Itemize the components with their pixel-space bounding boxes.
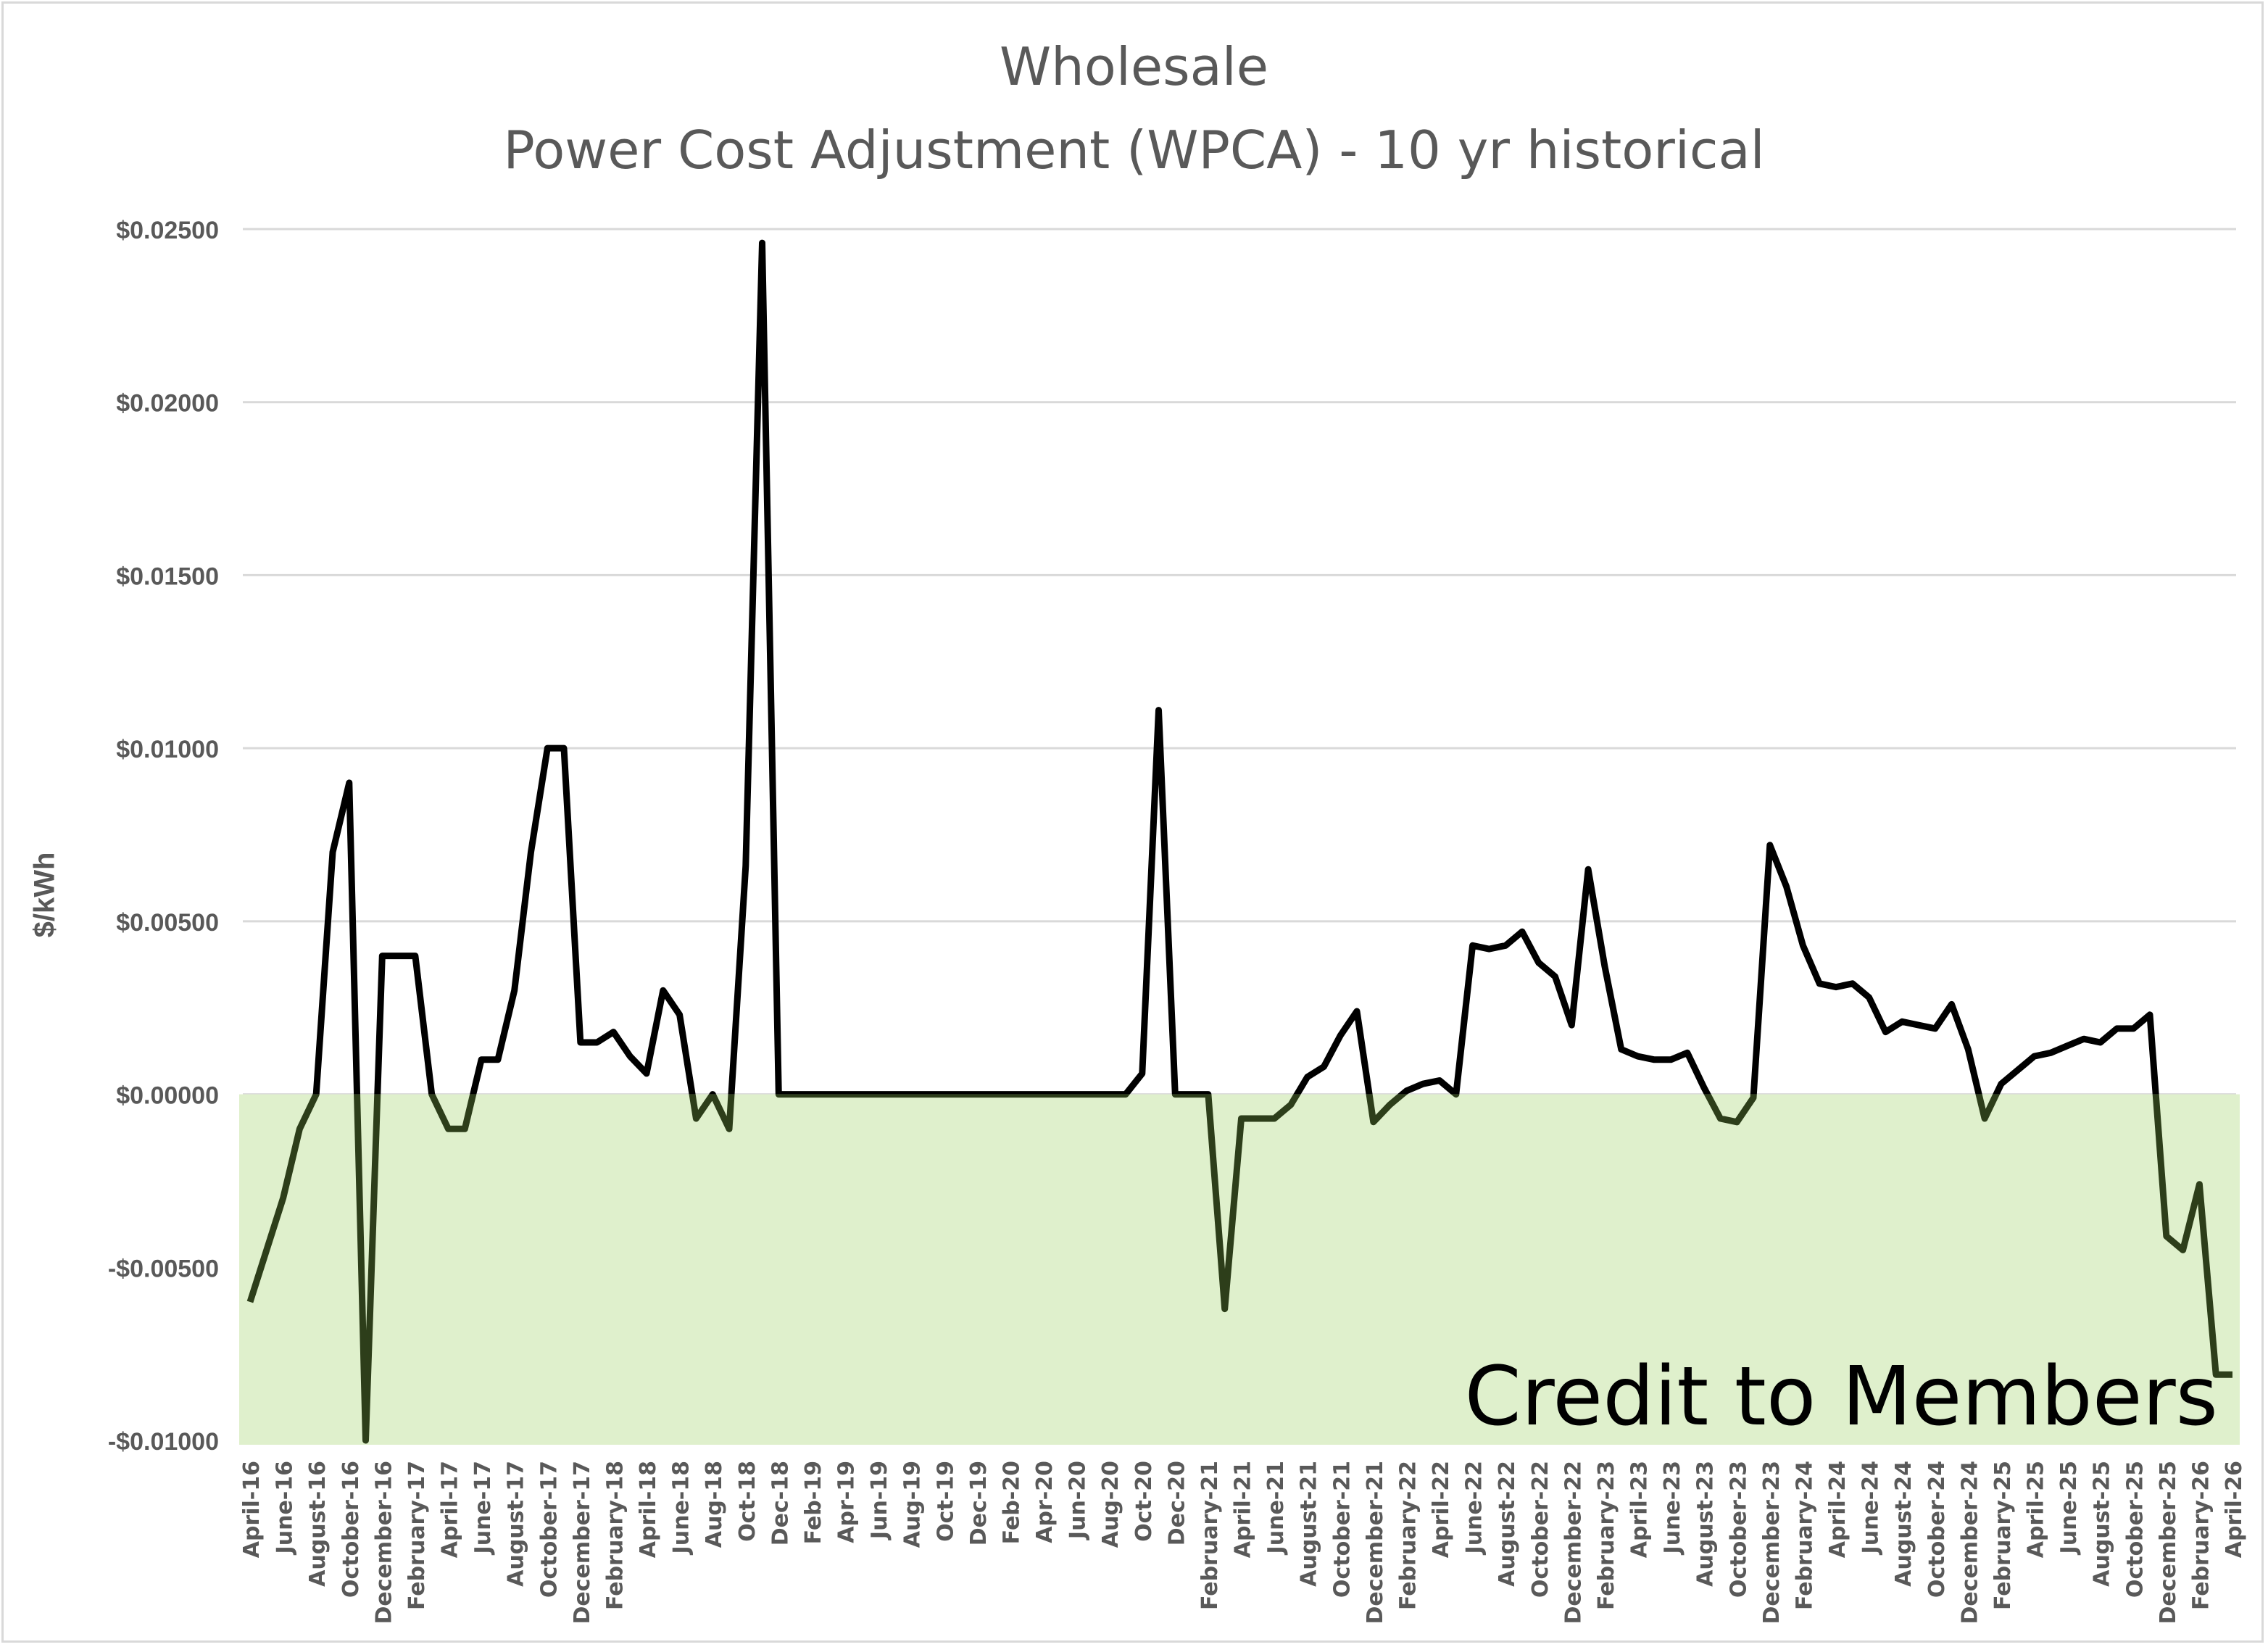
svg-text:February-22: February-22 xyxy=(1395,1461,1421,1610)
svg-text:February-21: February-21 xyxy=(1197,1461,1223,1610)
svg-text:April-25: April-25 xyxy=(2024,1461,2049,1558)
svg-text:August-24: August-24 xyxy=(1891,1461,1916,1587)
svg-text:April-26: April-26 xyxy=(2222,1461,2247,1558)
svg-text:October-22: October-22 xyxy=(1528,1461,1553,1598)
svg-text:August-22: August-22 xyxy=(1495,1461,1520,1587)
svg-text:October-25: October-25 xyxy=(2122,1461,2148,1598)
svg-text:Aug-18: Aug-18 xyxy=(702,1461,727,1548)
svg-text:Dec-20: Dec-20 xyxy=(1164,1461,1189,1546)
svg-text:$0.00500: $0.00500 xyxy=(116,909,219,937)
y-axis-ticks: $0.02500 $0.02000 $0.01500 $0.01000 $0.00500… xyxy=(108,217,219,1456)
svg-text:December-22: December-22 xyxy=(1561,1461,1586,1624)
svg-text:December-16: December-16 xyxy=(371,1461,396,1624)
svg-text:Jun-20: Jun-20 xyxy=(1066,1461,1091,1540)
svg-text:December-24: December-24 xyxy=(1957,1461,1982,1624)
svg-text:October-17: October-17 xyxy=(536,1461,562,1598)
svg-text:August-25: August-25 xyxy=(2090,1461,2115,1587)
svg-text:October-23: October-23 xyxy=(1726,1461,1751,1598)
svg-text:Aug-19: Aug-19 xyxy=(900,1461,926,1548)
svg-text:Dec-18: Dec-18 xyxy=(768,1461,793,1546)
x-axis-ticks: April-16 June-16 August-16 October-16 Decemb… xyxy=(239,1461,2247,1624)
svg-text:Aug-20: Aug-20 xyxy=(1098,1461,1123,1548)
chart-title-line1: Wholesale xyxy=(999,36,1269,97)
svg-text:February-17: February-17 xyxy=(404,1461,430,1610)
svg-text:February-23: February-23 xyxy=(1594,1461,1619,1610)
svg-text:Apr-20: Apr-20 xyxy=(1032,1461,1058,1543)
svg-text:Oct-19: Oct-19 xyxy=(933,1461,958,1542)
svg-text:June-18: June-18 xyxy=(669,1461,694,1555)
svg-text:April-18: April-18 xyxy=(636,1461,661,1558)
svg-text:October-24: October-24 xyxy=(1924,1461,1950,1598)
svg-text:April-22: April-22 xyxy=(1429,1461,1454,1558)
svg-text:October-21: October-21 xyxy=(1329,1461,1355,1598)
svg-text:August-17: August-17 xyxy=(504,1461,529,1587)
svg-text:-$0.00500: -$0.00500 xyxy=(108,1255,219,1282)
svg-text:June-22: June-22 xyxy=(1462,1461,1487,1555)
svg-text:Apr-19: Apr-19 xyxy=(834,1461,860,1543)
svg-text:April-16: April-16 xyxy=(239,1461,265,1558)
chart-title-line2: Power Cost Adjustment (WPCA) - 10 yr his… xyxy=(503,120,1765,181)
svg-text:Oct-18: Oct-18 xyxy=(735,1461,760,1542)
svg-text:Feb-20: Feb-20 xyxy=(999,1461,1024,1544)
svg-text:December-23: December-23 xyxy=(1759,1461,1785,1624)
svg-text:August-21: August-21 xyxy=(1297,1461,1322,1587)
svg-text:June-24: June-24 xyxy=(1858,1461,1884,1555)
credit-to-members-annotation: Credit to Members xyxy=(1465,1350,2219,1444)
svg-text:$0.02500: $0.02500 xyxy=(116,217,219,244)
svg-text:April-17: April-17 xyxy=(438,1461,463,1558)
svg-text:December-21: December-21 xyxy=(1363,1461,1388,1624)
svg-text:-$0.01000: -$0.01000 xyxy=(108,1428,219,1456)
svg-text:February-24: February-24 xyxy=(1792,1461,1817,1610)
svg-text:June-17: June-17 xyxy=(470,1461,496,1555)
svg-text:$0.01000: $0.01000 xyxy=(116,736,219,763)
svg-text:$0.00000: $0.00000 xyxy=(116,1082,219,1110)
svg-text:February-18: February-18 xyxy=(602,1461,628,1610)
svg-text:June-21: June-21 xyxy=(1263,1461,1289,1555)
svg-text:August-23: August-23 xyxy=(1693,1461,1719,1587)
svg-text:Jun-19: Jun-19 xyxy=(867,1461,892,1540)
svg-text:$0.02000: $0.02000 xyxy=(116,390,219,418)
svg-text:February-26: February-26 xyxy=(2188,1461,2214,1610)
svg-text:June-25: June-25 xyxy=(2056,1461,2082,1555)
svg-text:Feb-19: Feb-19 xyxy=(801,1461,826,1544)
svg-text:December-25: December-25 xyxy=(2156,1461,2181,1624)
svg-text:$0.01500: $0.01500 xyxy=(116,563,219,590)
svg-text:June-16: June-16 xyxy=(273,1461,298,1555)
svg-text:August-16: August-16 xyxy=(305,1461,331,1587)
svg-text:December-17: December-17 xyxy=(570,1461,595,1624)
svg-text:April-24: April-24 xyxy=(1825,1461,1850,1558)
svg-text:Dec-19: Dec-19 xyxy=(966,1461,992,1546)
svg-text:June-23: June-23 xyxy=(1660,1461,1685,1555)
svg-text:April-21: April-21 xyxy=(1231,1461,1256,1558)
svg-text:October-16: October-16 xyxy=(338,1461,364,1598)
svg-text:February-25: February-25 xyxy=(1990,1461,2016,1610)
svg-text:April-23: April-23 xyxy=(1627,1461,1653,1558)
wpca-series-line xyxy=(246,239,2232,1444)
svg-text:Oct-20: Oct-20 xyxy=(1131,1461,1157,1542)
